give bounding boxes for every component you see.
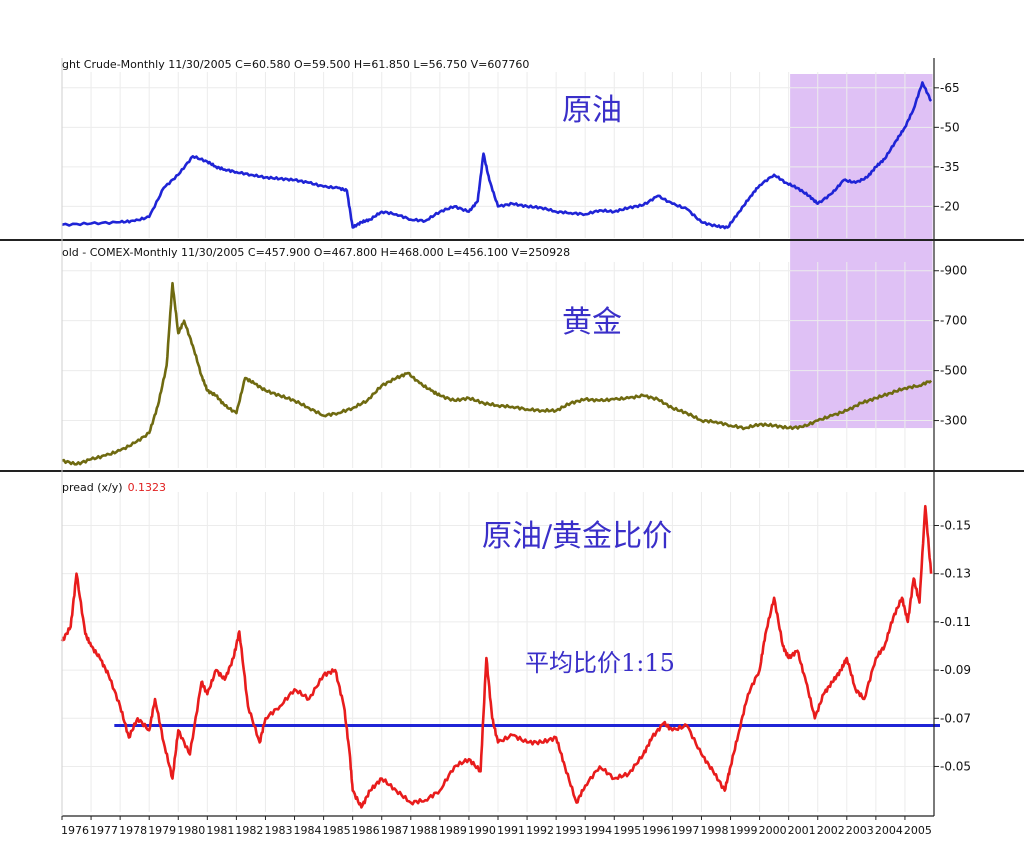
- x-tick-label: 1996: [642, 824, 670, 837]
- x-tick-label: 1979: [148, 824, 176, 837]
- y-tick-label: -700: [940, 314, 967, 328]
- x-tick-label: 1995: [613, 824, 641, 837]
- gold-panel-header: old - COMEX-Monthly 11/30/2005 C=457.900…: [62, 246, 570, 259]
- average-ratio-annotation: 平均比价1:15: [525, 649, 675, 677]
- highlight-band: [790, 74, 933, 429]
- x-tick-label: 2001: [788, 824, 816, 837]
- x-tick-label: 1998: [700, 824, 728, 837]
- x-tick-label: 1989: [439, 824, 467, 837]
- x-tick-label: 1992: [526, 824, 554, 837]
- x-tick-label: 1997: [671, 824, 699, 837]
- y-tick-label: -0.05: [940, 759, 971, 773]
- y-tick-label: -0.13: [940, 567, 971, 581]
- x-tick-label: 1999: [730, 824, 758, 837]
- x-tick-label: 1982: [235, 824, 263, 837]
- x-tick-label: 1983: [264, 824, 292, 837]
- y-tick-label: -900: [940, 264, 967, 278]
- x-tick-label: 2000: [759, 824, 787, 837]
- y-tick-label: -20: [940, 199, 960, 213]
- x-tick-label: 1980: [177, 824, 205, 837]
- x-tick-label: 2003: [846, 824, 874, 837]
- x-tick-label: 2002: [817, 824, 845, 837]
- y-tick-label: -65: [940, 81, 960, 95]
- x-tick-label: 1985: [323, 824, 351, 837]
- x-tick-label: 1978: [119, 824, 147, 837]
- x-tick-label: 1976: [61, 824, 89, 837]
- y-tick-label: -300: [940, 414, 967, 428]
- y-tick-label: -0.09: [940, 663, 971, 677]
- series-line-2: [60, 504, 933, 809]
- y-tick-label: -0.11: [940, 615, 971, 629]
- x-tick-label: 1981: [206, 824, 234, 837]
- x-tick-label: 1994: [584, 824, 612, 837]
- y-tick-label: -500: [940, 364, 967, 378]
- x-tick-label: 1990: [468, 824, 496, 837]
- oil-panel-header: ght Crude-Monthly 11/30/2005 C=60.580 O=…: [62, 58, 529, 71]
- spread-header-name: pread (x/y): [62, 481, 123, 494]
- x-tick-label: 1991: [497, 824, 525, 837]
- x-tick-label: 1984: [294, 824, 322, 837]
- spread-panel-header: pread (x/y) 0.1323: [62, 481, 166, 494]
- x-tick-label: 1987: [381, 824, 409, 837]
- series-line-1: [61, 281, 933, 466]
- x-tick-label: 1977: [90, 824, 118, 837]
- oil-label: 原油: [562, 93, 622, 128]
- x-tick-label: 1993: [555, 824, 583, 837]
- x-tick-label: 1986: [352, 824, 380, 837]
- spread-label: 原油/黄金比价: [482, 519, 672, 554]
- y-tick-label: -0.07: [940, 711, 971, 725]
- y-tick-label: -35: [940, 160, 960, 174]
- x-tick-label: 1988: [410, 824, 438, 837]
- y-tick-label: -0.15: [940, 518, 971, 532]
- x-tick-label: 2005: [904, 824, 932, 837]
- gold-label: 黄金: [562, 305, 622, 340]
- series-line-0: [61, 81, 933, 230]
- y-tick-label: -50: [940, 120, 960, 134]
- spread-header-value: 0.1323: [128, 481, 167, 494]
- x-tick-label: 2004: [875, 824, 903, 837]
